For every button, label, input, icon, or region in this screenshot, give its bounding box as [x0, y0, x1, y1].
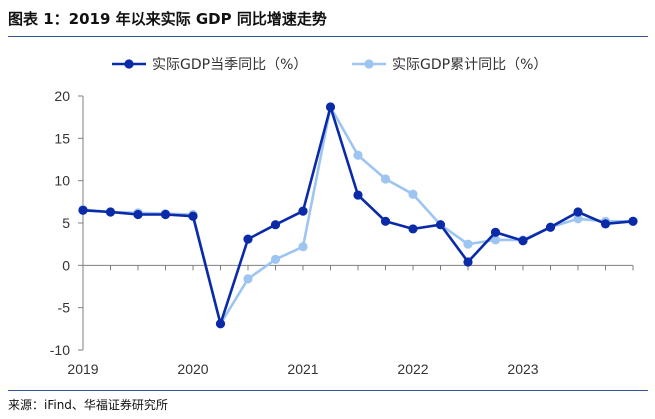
x-tick-label: 2023: [507, 361, 538, 377]
data-point: [435, 220, 446, 230]
data-point: [270, 220, 281, 230]
data-point: [188, 211, 198, 221]
data-point: [518, 236, 528, 246]
data-point: [215, 319, 226, 329]
data-point: [490, 227, 501, 237]
data-point: [325, 102, 336, 112]
data-point: [298, 206, 308, 216]
data-point: [353, 190, 363, 200]
data-point: [463, 239, 473, 249]
data-point: [243, 274, 253, 284]
series-layer: [78, 102, 638, 329]
series-quarterly: [78, 102, 638, 329]
legend-marker: [364, 59, 374, 69]
data-point: [600, 219, 611, 229]
data-point: [160, 209, 171, 220]
x-tick-label: 2020: [177, 361, 208, 377]
y-tick-label: 0: [62, 257, 70, 273]
page-title: 图表 1：2019 年以来实际 GDP 同比增速走势: [8, 10, 327, 28]
x-tick-label: 2022: [397, 361, 428, 377]
data-point: [545, 222, 556, 232]
y-tick-label: -5: [58, 300, 71, 316]
data-point: [243, 234, 253, 244]
y-tick-label: 5: [62, 215, 70, 231]
data-point: [380, 216, 391, 226]
legend-item-quarterly: 实际GDP当季同比（%）: [112, 57, 307, 73]
title-divider: [8, 36, 648, 37]
y-tick-label: -10: [50, 342, 70, 358]
data-point: [380, 174, 391, 184]
data-point: [298, 242, 308, 252]
footer-divider: [8, 390, 648, 391]
y-tick-label: 10: [54, 173, 70, 189]
data-point: [133, 209, 143, 220]
y-tick-label: 20: [54, 88, 70, 104]
data-point: [408, 224, 418, 234]
data-point: [573, 214, 583, 224]
data-point: [270, 254, 281, 265]
data-point: [408, 189, 418, 199]
chart-legend: 实际GDP当季同比（%） 实际GDP累计同比（%）: [112, 57, 547, 73]
source-note: 来源：iFind、华福证券研究所: [8, 398, 168, 412]
data-point: [353, 150, 363, 160]
legend-label: 实际GDP当季同比（%）: [152, 57, 307, 73]
data-point: [573, 207, 583, 217]
legend-marker: [124, 59, 134, 69]
x-tick-label: 2021: [287, 361, 318, 377]
data-point: [78, 205, 88, 215]
chart-axes: -10 -5 0 5 10 15 20 2019 2020 2021 2022 2023: [50, 88, 634, 377]
data-point: [490, 235, 501, 245]
data-point: [463, 257, 473, 267]
y-tick-label: 15: [54, 130, 70, 146]
x-tick-label: 2019: [67, 361, 98, 377]
data-point: [105, 207, 116, 217]
legend-item-cumulative: 实际GDP累计同比（%）: [352, 57, 547, 73]
data-point: [628, 216, 638, 226]
legend-label: 实际GDP累计同比（%）: [392, 57, 547, 73]
